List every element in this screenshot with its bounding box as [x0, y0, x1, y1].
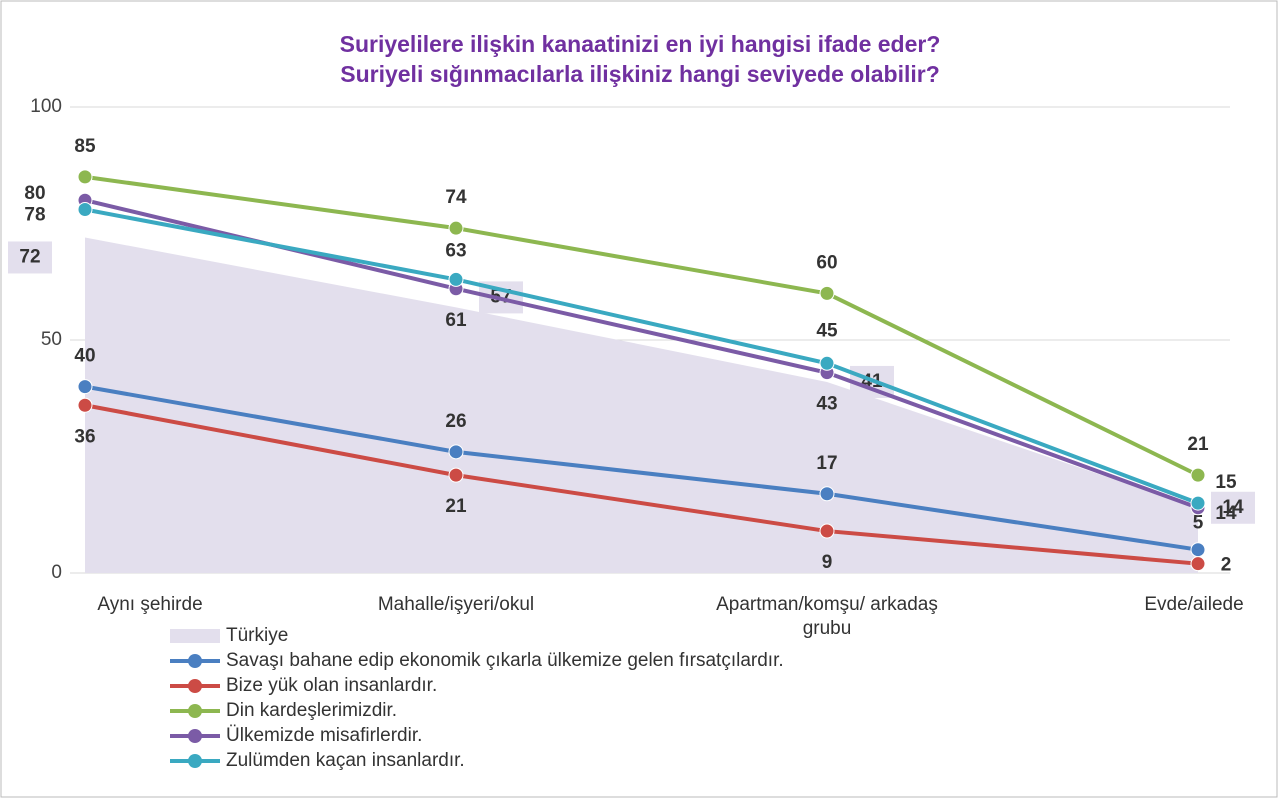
- point: [1190, 542, 1206, 558]
- legend-label: Türkiye: [226, 625, 288, 646]
- value-label: 2: [1221, 555, 1232, 576]
- point: [819, 486, 835, 502]
- value-label: 74: [445, 187, 467, 208]
- legend-label: Din kardeşlerimizdir.: [226, 700, 397, 721]
- point: [1190, 467, 1206, 483]
- value-label: 80: [24, 183, 45, 204]
- point: [819, 355, 835, 371]
- value-label: 85: [74, 136, 96, 157]
- value-label: 14: [1215, 503, 1237, 524]
- point: [448, 271, 464, 287]
- x-tick-label: Apartman/komşu/ arkadaş grubu: [716, 594, 938, 639]
- x-tick-label: Evde/ailede: [1144, 594, 1244, 615]
- value-label: 17: [816, 453, 837, 474]
- point: [77, 169, 93, 185]
- legend-label: Zulümden kaçan insanlardır.: [226, 750, 465, 771]
- value-label: 60: [816, 252, 837, 273]
- point: [77, 379, 93, 395]
- value-label: 9: [822, 552, 833, 573]
- value-label: 14: [1222, 497, 1244, 518]
- legend-label: Ülkemizde misafirlerdir.: [226, 725, 422, 746]
- y-tick-label: 100: [30, 96, 62, 117]
- chart-subtitle: Suriyeli sığınmacılarla ilişkiniz hangi …: [340, 61, 940, 87]
- legend-label: Bize yük olan insanlardır.: [226, 675, 437, 696]
- value-label-box: [8, 241, 52, 274]
- point: [448, 220, 464, 236]
- point: [819, 523, 835, 539]
- value-label: 36: [74, 426, 95, 447]
- value-label-box: [1211, 491, 1255, 524]
- y-tick-label: 50: [41, 329, 62, 350]
- point: [448, 444, 464, 460]
- legend-swatch: [170, 629, 220, 643]
- value-label: 40: [74, 346, 95, 367]
- value-label: 43: [816, 394, 837, 415]
- value-label: 15: [1215, 472, 1237, 493]
- y-tick-label: 0: [51, 562, 62, 583]
- legend-marker: [188, 754, 202, 768]
- value-label: 72: [19, 246, 40, 267]
- x-tick-label: Aynı şehirde: [97, 594, 203, 615]
- value-label: 26: [445, 411, 466, 432]
- value-label: 78: [24, 205, 45, 226]
- legend-marker: [188, 729, 202, 743]
- x-tick-label: Mahalle/işyeri/okul: [377, 594, 535, 615]
- line: [84, 174, 1199, 477]
- value-label: 5: [1193, 513, 1204, 534]
- value-label: 63: [445, 240, 466, 261]
- point: [1190, 556, 1206, 572]
- point: [77, 202, 93, 218]
- value-label: 21: [445, 496, 467, 517]
- point: [1190, 495, 1206, 511]
- value-label: 45: [816, 320, 838, 341]
- area: [85, 237, 1198, 574]
- point: [819, 285, 835, 301]
- legend-label: Savaşı bahane edip ekonomik çıkarla ülke…: [226, 650, 784, 671]
- value-label: 61: [445, 310, 467, 331]
- value-label: 21: [1187, 434, 1209, 455]
- point: [77, 397, 93, 413]
- line: [84, 403, 1199, 566]
- legend-marker: [188, 654, 202, 668]
- chart-title: Suriyelilere ilişkin kanaatinizi en iyi …: [340, 31, 941, 57]
- line: [84, 384, 1199, 552]
- point: [448, 467, 464, 483]
- legend-marker: [188, 704, 202, 718]
- line: [84, 207, 1199, 505]
- legend-marker: [188, 679, 202, 693]
